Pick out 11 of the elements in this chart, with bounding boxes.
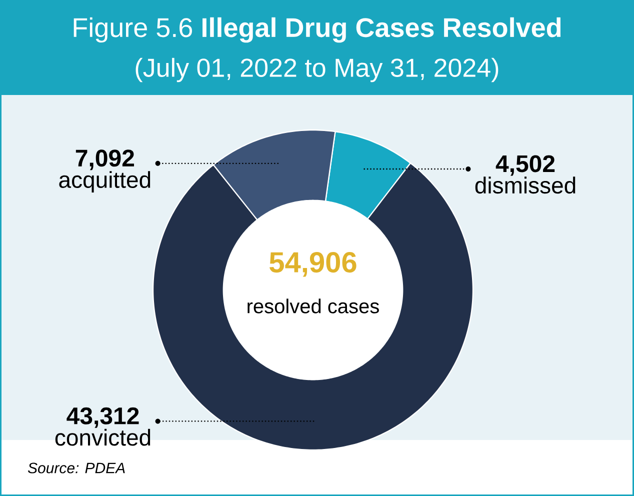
slice-label: dismissed: [475, 176, 576, 194]
slice-label: acquitted: [59, 171, 150, 193]
text: resolved cases: [248, 298, 379, 314]
chart-title: Figure 5.6 Illegal Drug Cases Resolved: [74, 17, 561, 43]
chart-subtitle: (July 01, 2022 to May 31, 2024): [136, 58, 498, 82]
source-note: Source: PDEA: [28, 462, 125, 474]
data-label: 43,312: [66, 407, 139, 428]
text: 54,906: [270, 252, 356, 277]
slice-label: convicted: [55, 428, 150, 446]
data-label: 7,092: [76, 150, 134, 170]
data-label: 4,502: [496, 155, 555, 176]
